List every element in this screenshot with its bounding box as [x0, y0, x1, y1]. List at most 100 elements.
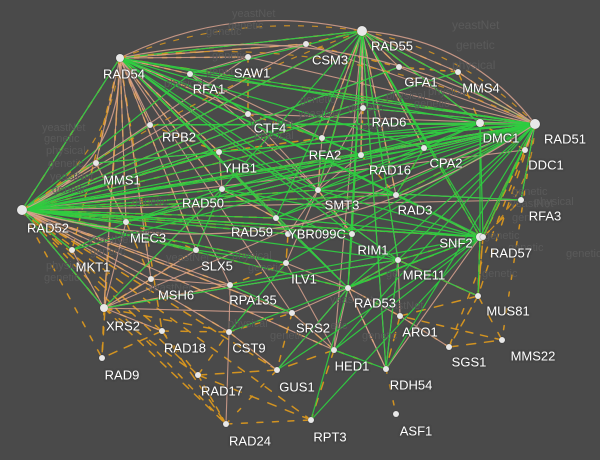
- network-edge: [321, 137, 362, 156]
- graph-node-msh6[interactable]: [148, 276, 154, 282]
- graph-node-mms1[interactable]: [93, 160, 99, 166]
- network-edge: [195, 188, 223, 251]
- network-edge: [95, 57, 121, 164]
- network-edge: [477, 123, 536, 297]
- network-edge: [347, 259, 399, 289]
- network-edge: [333, 30, 363, 351]
- network-edge: [362, 107, 536, 125]
- graph-node-mkt1[interactable]: [69, 247, 75, 253]
- network-edge: [21, 209, 103, 359]
- graph-node-rad52[interactable]: [17, 205, 27, 215]
- network-edge: [119, 57, 231, 286]
- network-edge: [21, 209, 199, 376]
- graph-node-hed1[interactable]: [331, 347, 337, 353]
- network-edge: [21, 209, 484, 238]
- graph-node-rad17[interactable]: [195, 372, 201, 378]
- graph-node-rdh54[interactable]: [383, 366, 389, 372]
- graph-node-rad54[interactable]: [116, 54, 124, 62]
- graph-node-rim1[interactable]: [349, 231, 355, 237]
- graph-node-rpa135[interactable]: [227, 282, 233, 288]
- network-edge: [247, 43, 307, 58]
- graph-node-mus81[interactable]: [475, 293, 481, 299]
- graph-node-rad57[interactable]: [480, 234, 486, 240]
- graph-node-aro1[interactable]: [397, 313, 403, 319]
- graph-node-ctf4[interactable]: [245, 111, 251, 117]
- network-edge: [221, 188, 399, 261]
- graph-node-mms22[interactable]: [499, 337, 505, 343]
- network-edge: [71, 123, 536, 251]
- network-edge: [225, 419, 312, 425]
- network-edge: [275, 217, 481, 238]
- graph-node-rad51[interactable]: [530, 119, 540, 129]
- network-edge: [520, 123, 536, 201]
- network-edge: [103, 307, 293, 314]
- network-edge: [351, 123, 536, 235]
- network-edge-arc: [361, 30, 536, 125]
- network-edge: [21, 66, 400, 211]
- graph-node-yhb1[interactable]: [216, 149, 222, 155]
- network-edge: [228, 312, 293, 333]
- network-edge: [247, 113, 536, 125]
- graph-node-rad53[interactable]: [345, 285, 351, 291]
- graph-node-rad9[interactable]: [99, 355, 105, 361]
- graph-node-rpb2[interactable]: [147, 122, 153, 128]
- graph-node-rfa1[interactable]: [187, 71, 193, 77]
- network-edge: [285, 262, 349, 289]
- network-edge: [119, 57, 152, 280]
- graph-node-saw1[interactable]: [245, 54, 251, 60]
- network-edge: [361, 30, 459, 73]
- graph-node-asf1[interactable]: [393, 411, 399, 417]
- graph-node-rpt3[interactable]: [308, 417, 314, 423]
- network-edge: [21, 209, 289, 235]
- network-edge: [149, 122, 481, 126]
- graph-node-ybr099c[interactable]: [285, 231, 291, 237]
- network-edge: [101, 307, 105, 359]
- network-edge: [21, 209, 152, 280]
- graph-node-smt3[interactable]: [315, 187, 321, 193]
- graph-node-rad50[interactable]: [219, 186, 225, 192]
- graph-node-mms4[interactable]: [455, 69, 461, 75]
- graph-node-sgs1[interactable]: [446, 344, 452, 350]
- graph-node-rad59[interactable]: [273, 215, 279, 221]
- graph-node-srs2[interactable]: [289, 310, 295, 316]
- graph-node-csm3[interactable]: [303, 41, 309, 47]
- network-edge: [103, 278, 152, 309]
- graph-node-rad3[interactable]: [393, 192, 399, 198]
- network-edge: [197, 331, 230, 376]
- network-edge: [119, 57, 197, 251]
- graph-node-rad16[interactable]: [358, 152, 364, 158]
- graph-node-rad18[interactable]: [159, 328, 165, 334]
- network-edge-arc: [21, 123, 536, 235]
- graph-node-mre11[interactable]: [395, 257, 401, 263]
- graph-node-dmc1[interactable]: [476, 119, 484, 127]
- network-edge: [21, 30, 363, 211]
- network-edge: [119, 57, 349, 289]
- network-edge: [310, 236, 481, 421]
- graph-node-ilv1[interactable]: [283, 260, 289, 266]
- network-edge: [228, 331, 278, 371]
- graph-node-gus1[interactable]: [274, 367, 280, 373]
- graph-node-ddc1[interactable]: [522, 147, 528, 153]
- network-edge-arc: [119, 44, 536, 125]
- graph-node-rfa2[interactable]: [319, 135, 325, 141]
- network-edge: [197, 369, 278, 376]
- graph-node-rad6[interactable]: [360, 105, 366, 111]
- network-edge: [276, 312, 293, 371]
- graph-node-rad55[interactable]: [357, 26, 367, 36]
- graph-node-xrs2[interactable]: [100, 304, 108, 312]
- network-edge: [21, 149, 526, 211]
- graph-node-mec3[interactable]: [123, 219, 129, 225]
- graph-node-rad24[interactable]: [223, 421, 229, 427]
- network-edge: [21, 209, 230, 333]
- graph-node-cst9[interactable]: [226, 329, 232, 335]
- network-edge: [361, 30, 399, 261]
- graph-node-rfa3[interactable]: [518, 197, 524, 203]
- network-edge: [361, 30, 481, 124]
- graph-node-slx5[interactable]: [193, 247, 199, 253]
- network-edge-arc: [119, 25, 363, 59]
- network-edge: [347, 287, 401, 317]
- graph-node-cpa2[interactable]: [421, 145, 427, 151]
- graph-node-gfa1[interactable]: [396, 64, 402, 70]
